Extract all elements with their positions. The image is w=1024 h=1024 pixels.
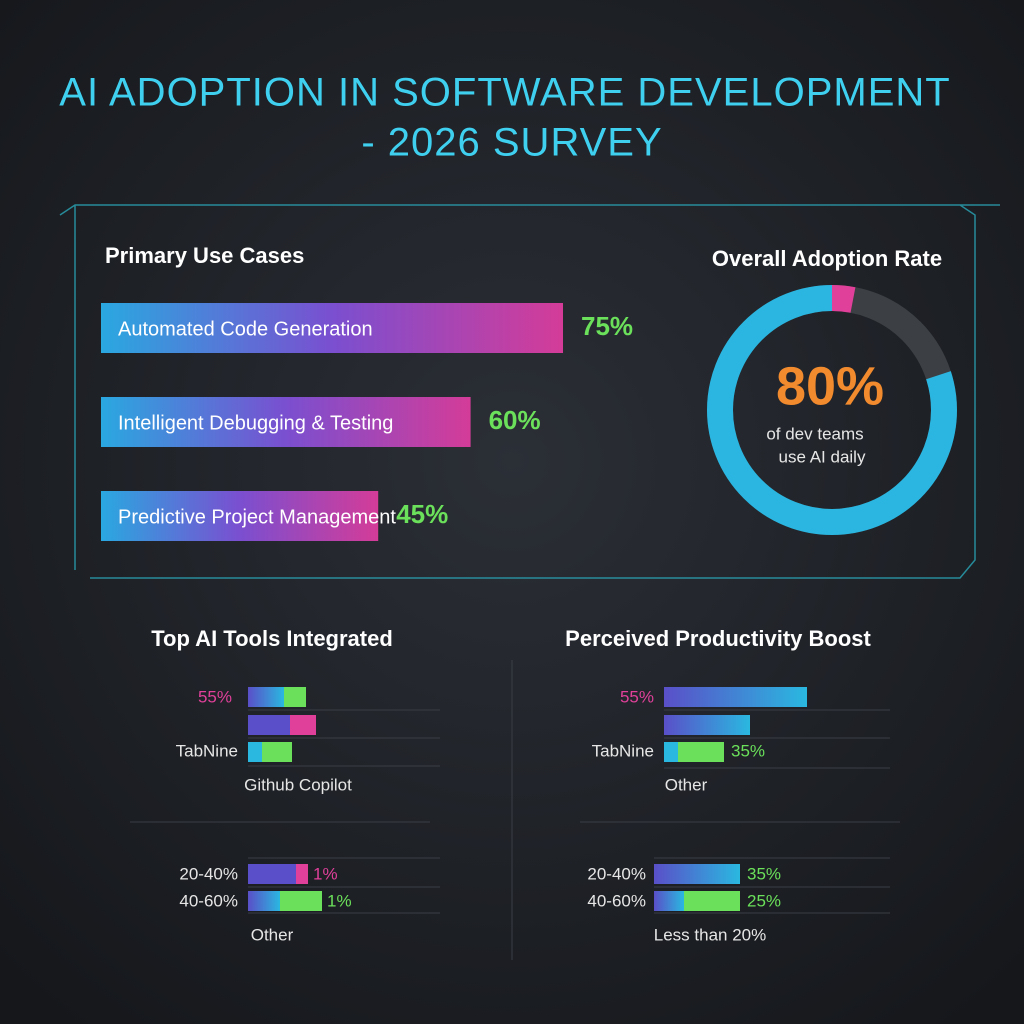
label: 1% xyxy=(313,864,338,883)
caption: of dev teams xyxy=(766,424,863,443)
bar-segment xyxy=(664,715,750,735)
center-value: 80% xyxy=(776,356,884,416)
label: 20-40% xyxy=(179,864,238,883)
bar-label: Automated Code Generation xyxy=(118,318,373,340)
bar-segment xyxy=(248,687,284,707)
label: 55% xyxy=(198,687,232,706)
bar-segment xyxy=(664,742,678,762)
value-label: 75% xyxy=(581,311,633,341)
bar-label: Predictive Project Management xyxy=(118,506,396,528)
bar-segment xyxy=(248,891,280,911)
bar-segment xyxy=(262,742,292,762)
adoption-donut: Overall Adoption Rate of dev teams use A… xyxy=(707,246,957,535)
bar-segment xyxy=(684,891,740,911)
label: TabNine xyxy=(592,741,654,760)
bar-label: Intelligent Debugging & Testing xyxy=(118,412,393,434)
label: 1% xyxy=(327,891,352,910)
bar-segment xyxy=(664,687,807,707)
value-label: 45% xyxy=(396,499,448,529)
frame xyxy=(59,204,1000,579)
productivity-panel: Perceived Productivity Boost 55% TabNine… xyxy=(565,626,890,944)
value-label: 60% xyxy=(489,405,541,435)
bar-segment xyxy=(290,715,316,735)
bar-segment xyxy=(248,715,290,735)
title: - 2026 SURVEY xyxy=(361,121,662,165)
chart-title: Primary Use Cases xyxy=(105,243,304,268)
donut-arc xyxy=(707,285,957,535)
bar xyxy=(101,491,379,541)
bar-segment xyxy=(654,864,740,884)
chart-title: Overall Adoption Rate xyxy=(712,246,942,271)
bar-segment xyxy=(248,864,296,884)
bar xyxy=(101,303,563,353)
label: Less than 20% xyxy=(654,925,766,944)
label: 35% xyxy=(747,864,781,883)
panel-title: Top AI Tools Integrated xyxy=(151,626,393,651)
tools-panel: Top AI Tools Integrated 55% TabNine Gith… xyxy=(151,626,440,944)
label: TabNine xyxy=(176,741,238,760)
bar-segment xyxy=(284,687,306,707)
label: 35% xyxy=(731,741,765,760)
bar-segment xyxy=(248,742,262,762)
label: 55% xyxy=(620,687,654,706)
label: Github Copilot xyxy=(244,775,352,794)
label: 40-60% xyxy=(587,891,646,910)
bar xyxy=(101,397,471,447)
bar-segment xyxy=(280,891,322,911)
label: 25% xyxy=(747,891,781,910)
panel-title: Perceived Productivity Boost xyxy=(565,626,871,651)
label: Other xyxy=(665,775,708,794)
caption: use AI daily xyxy=(779,447,866,466)
bar-segment xyxy=(678,742,724,762)
label: Other xyxy=(251,925,294,944)
bar-segment xyxy=(654,891,684,911)
title: AI ADOPTION IN SOFTWARE DEVELOPMENT xyxy=(59,71,950,115)
use-case-chart: Primary Use Cases Automated Code Generat… xyxy=(101,243,633,541)
label: 20-40% xyxy=(587,864,646,883)
bar-segment xyxy=(296,864,308,884)
label: 40-60% xyxy=(179,891,238,910)
